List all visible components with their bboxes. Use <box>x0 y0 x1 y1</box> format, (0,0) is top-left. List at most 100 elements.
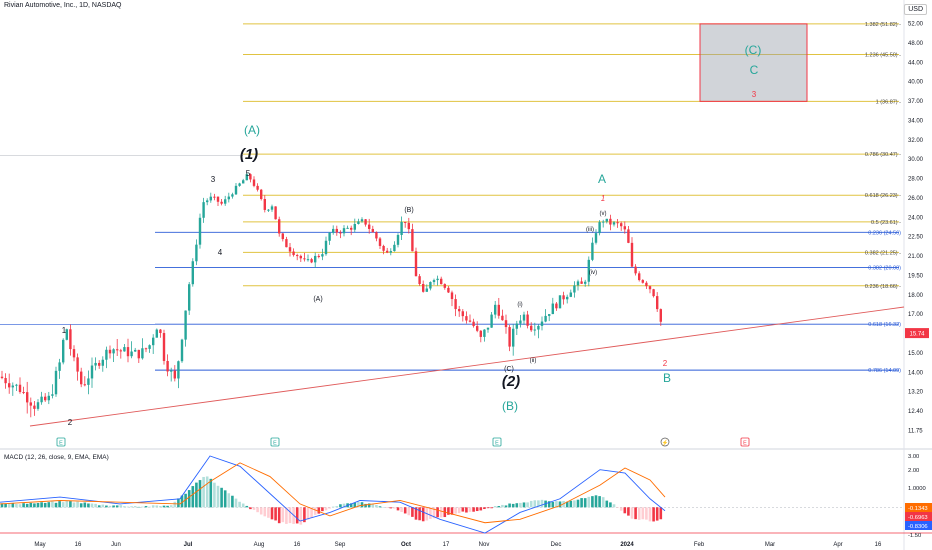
macd-histogram-bar <box>123 506 126 508</box>
macd-histogram-bar <box>486 507 490 509</box>
price-tick-label: 37.00 <box>908 99 924 105</box>
candle-body <box>450 292 454 300</box>
candle-body <box>328 232 331 241</box>
time-tick-label: 2024 <box>620 542 634 548</box>
wave-label: (iii) <box>586 227 594 233</box>
candle-body <box>33 405 36 409</box>
macd-histogram-bar <box>609 502 612 508</box>
candle-body <box>342 228 346 234</box>
time-tick-label: 16 <box>875 542 882 548</box>
candle-body <box>465 316 468 321</box>
macd-histogram-bar <box>360 502 364 508</box>
candle-body <box>612 222 616 225</box>
wave-label: (A) <box>313 296 322 303</box>
macd-histogram-bar <box>407 507 411 516</box>
candle-body <box>396 234 400 245</box>
price-tick-label: 48.00 <box>908 41 924 47</box>
candle-body <box>584 281 587 284</box>
candle-body <box>515 323 518 329</box>
macd-histogram-bar <box>285 507 288 524</box>
macd-histogram-bar <box>400 507 403 513</box>
price-tick-label: 17.00 <box>908 312 924 318</box>
candle-body <box>526 314 529 326</box>
macd-histogram-bar <box>94 503 97 508</box>
candle-body <box>623 226 626 230</box>
candle-body <box>562 295 565 300</box>
macd-histogram-bar <box>303 507 306 523</box>
macd-histogram-bar <box>36 502 40 508</box>
candle-body <box>602 221 605 223</box>
macd-histogram-bar <box>220 487 223 508</box>
macd-histogram-bar <box>238 501 241 508</box>
wave-label: (v) <box>600 211 607 217</box>
candle-body <box>285 239 288 248</box>
candle-body <box>357 221 360 224</box>
macd-histogram-bar <box>414 507 418 520</box>
macd-histogram-bar <box>83 502 87 508</box>
candle-body <box>386 250 389 253</box>
macd-histogram-bar <box>339 504 342 508</box>
candle-body <box>414 251 418 277</box>
time-tick-label: Mar <box>765 542 775 548</box>
wave-label: (ii) <box>530 358 537 364</box>
wave-label: (B) <box>404 207 413 214</box>
candle-body <box>292 251 295 256</box>
symbol-title[interactable]: Rivian Automotive, Inc., 1D, NASDAQ <box>4 2 122 9</box>
macd-histogram-bar <box>468 507 472 512</box>
macd-histogram-bar <box>267 507 270 518</box>
fib-label: 1 (36.87) - <box>876 99 902 105</box>
currency-button[interactable]: USD <box>904 4 927 15</box>
macd-histogram-bar <box>349 503 353 508</box>
macd-pane <box>0 455 904 534</box>
price-tick-label: 15.00 <box>908 351 924 357</box>
macd-histogram-bar <box>519 502 522 508</box>
candle-body <box>512 328 515 347</box>
macd-histogram-bar <box>364 503 367 508</box>
candle-body <box>162 333 166 361</box>
candle-body <box>436 278 439 281</box>
macd-histogram-bar <box>295 507 299 524</box>
macd-histogram-bar <box>627 507 630 516</box>
macd-histogram-bar <box>641 507 645 520</box>
fib-label: 0.236 (18.66) - <box>865 284 901 290</box>
macd-title[interactable]: MACD (12, 26, close, 9, EMA, EMA) <box>4 454 109 461</box>
candle-body <box>461 311 464 317</box>
candle-body <box>648 286 652 290</box>
candle-body <box>368 224 371 229</box>
macd-histogram-bar <box>616 507 619 508</box>
wave-label: (2) <box>502 373 520 390</box>
price-tick-label: 40.00 <box>908 80 924 86</box>
macd-histogram-bar <box>591 496 594 508</box>
macd-histogram-bar <box>317 507 321 514</box>
macd-histogram-bar <box>51 501 54 508</box>
macd-histogram-bar <box>501 504 504 508</box>
macd-histogram-bar <box>281 507 285 523</box>
macd-histogram-bar <box>65 501 69 508</box>
candle-body <box>148 345 151 349</box>
candle-body <box>26 392 29 403</box>
macd-histogram-bar <box>288 507 292 524</box>
candle-body <box>90 365 94 379</box>
candle-body <box>332 228 335 233</box>
candle-body <box>346 227 349 229</box>
candle-body <box>375 232 378 239</box>
candle-body <box>497 304 500 316</box>
time-tick-label: Apr <box>833 542 842 548</box>
candle-body <box>551 303 554 315</box>
time-tick-label: Nov <box>479 542 490 548</box>
macd-histogram-bar <box>97 505 101 508</box>
macd-histogram-bar <box>382 507 385 508</box>
macd-histogram-bar <box>241 503 245 508</box>
candle-body <box>58 362 61 371</box>
candle-body <box>198 217 202 245</box>
macd-histogram-bar <box>277 507 281 524</box>
event-marker-label: E <box>59 441 63 447</box>
candle-body <box>645 282 648 287</box>
macd-histogram-bar <box>187 490 191 508</box>
candle-body <box>141 348 144 359</box>
macd-histogram-bar <box>119 505 123 508</box>
macd-histogram-bar <box>126 506 130 508</box>
macd-histogram-bar <box>133 506 137 508</box>
event-marker-label: E <box>273 441 277 447</box>
